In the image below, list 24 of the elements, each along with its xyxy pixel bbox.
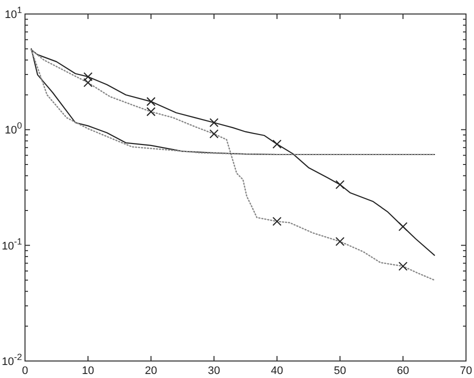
point [83, 78, 93, 88]
point [398, 222, 408, 232]
y-tick-label: 10$^{1}$ [4, 5, 22, 21]
x-tick-label: 0 [22, 365, 28, 377]
y-tick-label: 10$^{-1}$ [2, 236, 22, 252]
y-tick-label: 10$^{-2}$ [2, 352, 22, 368]
x-tick-label: 10 [82, 365, 94, 377]
point [83, 72, 93, 82]
point [209, 118, 219, 128]
x-tick-label: 70 [460, 365, 472, 377]
x-tick-label: 40 [270, 365, 284, 377]
x-tick-label: 50 [334, 365, 346, 377]
x-tick-label: 20 [144, 365, 158, 377]
point [209, 129, 219, 138]
point [335, 236, 345, 246]
x-tick-label: 30 [208, 365, 220, 377]
point [272, 216, 282, 226]
point [398, 262, 408, 271]
point [146, 107, 156, 116]
y-tick-label: 10$^{0}$ [4, 120, 22, 137]
x-tick-label: 60 [396, 365, 410, 377]
point [335, 180, 345, 190]
point [272, 140, 282, 149]
point [146, 97, 156, 106]
